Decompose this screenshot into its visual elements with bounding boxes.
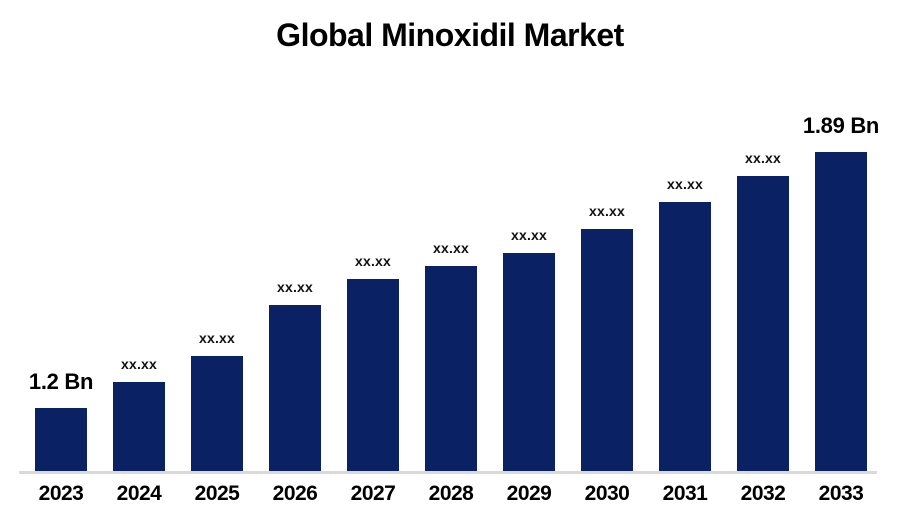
bar-2023 xyxy=(35,408,87,472)
bar-value-label: xx.xx xyxy=(666,176,704,192)
x-axis-line xyxy=(19,471,877,474)
bar-column: xx.xx xyxy=(724,0,802,472)
x-axis-label: 2027 xyxy=(350,482,396,505)
bar-column: xx.xx xyxy=(334,0,412,472)
x-axis-label: 2030 xyxy=(584,482,630,505)
x-axis-label: 2026 xyxy=(272,482,318,505)
plot-area: 1.2 Bn xx.xx xx.xx xx.xx xx.xx xx.xx xx.xx xx.x… xyxy=(22,0,880,472)
bar-column: xx.xx xyxy=(490,0,568,472)
bar-2025 xyxy=(191,356,243,472)
x-axis-label: 2028 xyxy=(428,482,474,505)
bar-column: 1.89 Bn xyxy=(802,0,880,472)
x-axis-label: 2029 xyxy=(506,482,552,505)
bar-column: xx.xx xyxy=(412,0,490,472)
bar-column: xx.xx xyxy=(256,0,334,472)
bar-2024 xyxy=(113,382,165,472)
bar-value-label: xx.xx xyxy=(432,240,470,256)
bar-2033 xyxy=(815,152,867,472)
bar-2027 xyxy=(347,279,399,472)
bar-value-label: xx.xx xyxy=(198,330,236,346)
bar-2028 xyxy=(425,266,477,472)
x-axis-labels: 2023 2024 2025 2026 2027 2028 2029 2030 2031 2032… xyxy=(22,482,880,506)
bar-value-label: 1.2 Bn xyxy=(28,369,94,394)
bar-column: 1.2 Bn xyxy=(22,0,100,472)
bar-value-label: xx.xx xyxy=(510,227,548,243)
x-axis-label: 2031 xyxy=(662,482,708,505)
x-axis-label: 2032 xyxy=(740,482,786,505)
bar-value-label: xx.xx xyxy=(276,279,314,295)
bar-2029 xyxy=(503,253,555,472)
bar-2031 xyxy=(659,202,711,472)
bar-2030 xyxy=(581,229,633,472)
x-axis-label: 2025 xyxy=(194,482,240,505)
x-axis-label: 2023 xyxy=(38,482,84,505)
bar-2026 xyxy=(269,305,321,472)
bar-value-label: 1.89 Bn xyxy=(802,113,880,138)
bar-column: xx.xx xyxy=(100,0,178,472)
bar-column: xx.xx xyxy=(568,0,646,472)
bar-column: xx.xx xyxy=(178,0,256,472)
bar-value-label: xx.xx xyxy=(744,150,782,166)
bar-value-label: xx.xx xyxy=(354,253,392,269)
bar-value-label: xx.xx xyxy=(588,203,626,219)
x-axis-label: 2033 xyxy=(818,482,864,505)
bar-column: xx.xx xyxy=(646,0,724,472)
chart-title: Global Minoxidil Market xyxy=(276,17,624,53)
bar-value-label: xx.xx xyxy=(120,356,158,372)
x-axis-label: 2024 xyxy=(116,482,162,505)
bar-2032 xyxy=(737,176,789,472)
